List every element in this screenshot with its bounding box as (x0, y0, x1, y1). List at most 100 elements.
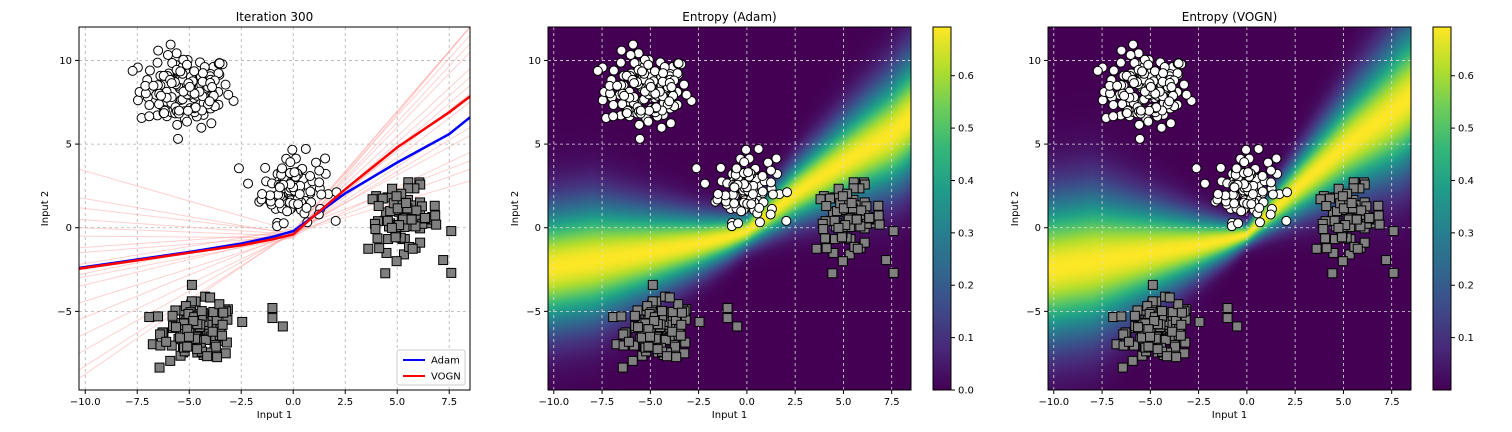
posterior-sample-line (79, 76, 470, 237)
colorbar-tick-label: 0.4 (1458, 176, 1474, 187)
point-class-1 (200, 334, 211, 345)
point-class-1 (1118, 329, 1129, 340)
point-class-1 (874, 219, 885, 230)
point-class-0 (206, 118, 217, 129)
point-class-0 (1243, 167, 1254, 178)
point-class-1 (676, 307, 687, 318)
point-class-0 (172, 119, 183, 130)
point-class-0 (664, 96, 675, 107)
y-ticks: −5 0 5 10 (526, 56, 548, 318)
point-class-0 (300, 143, 311, 154)
point-class-0 (781, 215, 792, 226)
point-class-0 (220, 79, 231, 90)
point-class-1 (838, 203, 849, 214)
point-class-1 (161, 336, 172, 347)
point-class-1 (629, 310, 640, 321)
point-class-0 (172, 133, 183, 144)
point-class-1 (183, 331, 194, 342)
point-class-1 (1327, 268, 1338, 279)
point-class-0 (608, 65, 619, 76)
point-class-0 (305, 186, 316, 197)
legend: Adam VOGN (396, 349, 466, 386)
x-tick-label: −10.0 (538, 397, 569, 408)
point-class-0 (1158, 68, 1169, 79)
point-class-1 (1127, 355, 1138, 366)
point-class-1 (1359, 237, 1370, 248)
point-class-1 (363, 243, 374, 254)
point-class-1 (888, 226, 899, 237)
point-class-1 (1129, 310, 1140, 321)
point-class-0 (743, 167, 754, 178)
point-class-0 (1108, 111, 1119, 122)
point-class-0 (612, 80, 623, 91)
point-class-0 (629, 78, 640, 89)
point-class-0 (289, 167, 300, 178)
point-class-1 (618, 329, 629, 340)
point-class-0 (1143, 59, 1154, 70)
point-class-0 (681, 89, 692, 100)
point-class-1 (155, 329, 166, 340)
x-tick-label: −2.5 (229, 397, 253, 408)
point-class-1 (1333, 222, 1344, 233)
panel-title: Entropy (Adam) (682, 10, 776, 24)
point-class-1 (859, 237, 870, 248)
point-class-0 (287, 144, 298, 155)
y-axis-label: Input 2 (40, 191, 51, 226)
point-class-0 (1265, 177, 1276, 188)
x-tick-label: −2.5 (1186, 397, 1210, 408)
point-class-0 (765, 165, 776, 176)
x-ticks: −10.0 −7.5 −5.0 −2.5 0.0 2.5 5.0 7.5 (1038, 390, 1400, 408)
x-ticks: −10.0 −7.5 −5.0 −2.5 0.0 2.5 5.0 7.5 (70, 390, 457, 408)
point-class-0 (228, 95, 239, 106)
point-class-1 (1352, 243, 1363, 254)
point-class-0 (597, 95, 608, 106)
point-class-1 (153, 311, 164, 322)
point-class-0 (274, 182, 285, 193)
point-class-0 (1239, 157, 1250, 168)
colorbar-tick-label: 0.5 (958, 124, 974, 135)
x-tick-label: −7.5 (590, 397, 614, 408)
point-class-1 (175, 332, 186, 343)
point-class-0 (184, 81, 195, 92)
point-class-1 (1222, 303, 1233, 314)
point-class-0 (1267, 189, 1278, 200)
point-class-0 (782, 187, 793, 198)
point-class-1 (391, 191, 402, 202)
point-class-0 (1144, 105, 1155, 116)
panel-entropy-adam: Entropy (Adam) −10.0 −7.5 −5.0 −2.5 0.0 2.5 5.… (510, 10, 974, 421)
point-class-1 (818, 224, 829, 235)
point-class-0 (1246, 199, 1257, 210)
point-class-1 (1337, 191, 1348, 202)
point-class-0 (634, 133, 645, 144)
x-tick-label: 2.5 (787, 397, 803, 408)
point-class-0 (132, 95, 143, 106)
point-class-1 (182, 341, 193, 352)
point-class-1 (656, 306, 667, 317)
point-class-0 (214, 58, 225, 69)
point-class-1 (881, 255, 892, 266)
point-class-1 (848, 183, 859, 194)
point-class-1 (1336, 232, 1347, 243)
point-class-0 (1229, 198, 1240, 209)
point-class-1 (1351, 214, 1362, 225)
point-class-0 (1265, 209, 1276, 220)
point-class-0 (1173, 58, 1184, 69)
panel-iteration: Iteration 300 −10.0 −7.5 −5.0 −2.5 0.0 2.5 5.0… (40, 10, 471, 421)
point-class-1 (1149, 315, 1160, 326)
point-class-0 (753, 143, 764, 154)
point-class-0 (1116, 45, 1127, 56)
y-tick-label: −5 (57, 307, 72, 318)
point-class-0 (148, 80, 159, 91)
point-class-0 (757, 171, 768, 182)
point-class-0 (1125, 49, 1136, 60)
point-class-0 (1112, 80, 1123, 91)
point-class-0 (754, 217, 765, 228)
series-line-vogn (79, 95, 470, 270)
point-class-1 (391, 256, 402, 267)
posterior-sample-line (79, 27, 470, 279)
colorbar-tick-label: 0.3 (958, 228, 974, 239)
point-class-0 (1215, 162, 1226, 173)
point-class-1 (237, 316, 248, 327)
point-class-1 (1161, 351, 1172, 362)
